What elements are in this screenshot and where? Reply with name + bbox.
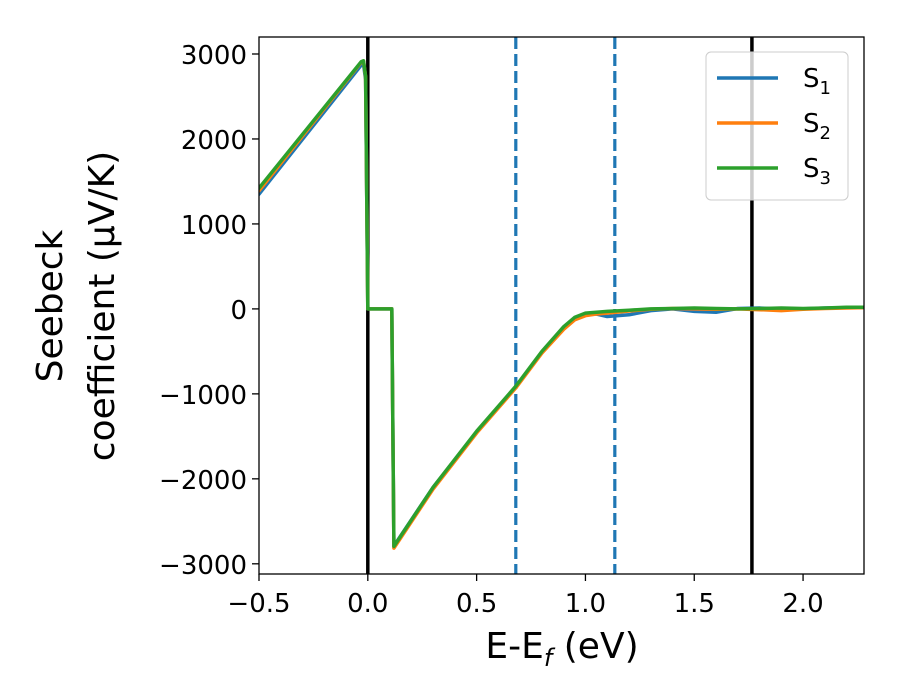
legend-box <box>705 51 849 201</box>
y-axis: −3000 −2000 −1000 0 1000 2000 3000 <box>159 41 259 581</box>
x-tick-label: 1.0 <box>565 589 606 619</box>
y-axis-title-line2: coefficient (μV/K) <box>82 151 123 461</box>
plot-frame <box>258 36 865 575</box>
legend-label-S3: S3 <box>803 154 831 189</box>
y-tick-label: 2000 <box>181 126 247 156</box>
legend-label-S2: S2 <box>803 109 831 144</box>
x-tick-label: −0.5 <box>227 589 290 619</box>
x-tick-label: 1.5 <box>674 589 715 619</box>
y-tick-label: 1000 <box>181 211 247 241</box>
x-tick-label: 2.0 <box>782 589 823 619</box>
legend: S1 S2 S3 <box>705 51 849 201</box>
y-axis-title-line1: Seebeck <box>30 229 71 382</box>
y-tick-label: −3000 <box>159 551 247 581</box>
x-axis-title: E-Ef (eV) <box>485 626 638 672</box>
data-series <box>259 59 864 550</box>
x-tick-label: 0.5 <box>456 589 497 619</box>
y-tick-label: 3000 <box>181 41 247 71</box>
y-tick-label: 0 <box>230 296 247 326</box>
y-tick-label: −1000 <box>159 381 247 411</box>
legend-label-S1: S1 <box>803 64 831 99</box>
x-tick-label: 0.0 <box>347 589 388 619</box>
x-axis: −0.5 0.0 0.5 1.0 1.5 2.0 <box>227 574 824 619</box>
y-axis-title: Seebeck coefficient (μV/K) <box>30 151 123 461</box>
series-line-S3 <box>259 59 864 549</box>
reference-lines <box>366 37 754 574</box>
y-tick-label: −2000 <box>159 466 247 496</box>
